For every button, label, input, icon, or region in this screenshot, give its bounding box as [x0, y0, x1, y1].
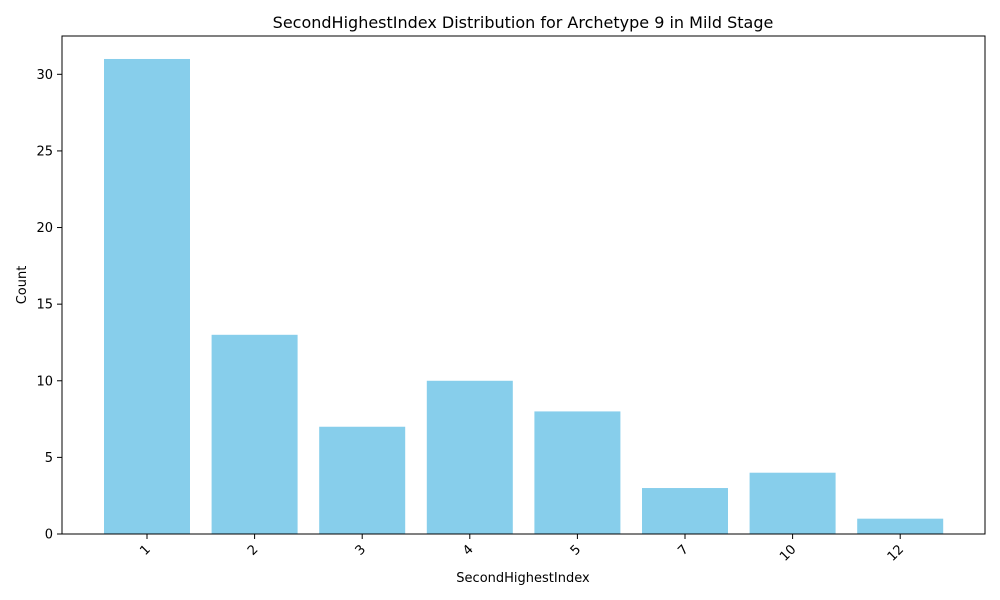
- chart-title: SecondHighestIndex Distribution for Arch…: [273, 13, 774, 32]
- y-tick-label-5: 5: [45, 451, 53, 466]
- y-tick-label-25: 25: [36, 144, 53, 159]
- bar-4: [426, 380, 513, 534]
- y-tick-label-20: 20: [36, 221, 53, 236]
- x-tick-label-4: 4: [460, 542, 476, 558]
- bar-10: [749, 472, 836, 534]
- x-tick-label-2: 2: [245, 542, 261, 558]
- y-axis-ticks: 0 5 10 15 20 25 30: [36, 68, 62, 543]
- bar-12: [857, 518, 944, 534]
- x-axis-ticks: 1 2 3 4 5 7 10 12: [137, 534, 907, 565]
- x-tick-label-3: 3: [353, 542, 369, 558]
- bar-7: [642, 488, 728, 534]
- bar-2: [211, 334, 298, 534]
- y-axis-label: Count: [15, 266, 30, 305]
- x-tick-label-5: 5: [568, 542, 584, 558]
- bar-5: [534, 411, 621, 534]
- x-axis-label: SecondHighestIndex: [456, 571, 590, 586]
- bars-group: [104, 58, 944, 534]
- y-tick-label-0: 0: [45, 528, 53, 543]
- plot-frame: [61, 35, 986, 535]
- y-tick-label-15: 15: [36, 298, 53, 313]
- bar-3: [319, 426, 406, 534]
- x-tick-label-10: 10: [777, 542, 799, 564]
- y-tick-label-10: 10: [36, 374, 53, 389]
- bar-1: [104, 58, 190, 534]
- x-tick-label-7: 7: [675, 542, 691, 558]
- x-tick-label-12: 12: [885, 542, 907, 564]
- x-tick-label-1: 1: [137, 542, 153, 558]
- y-tick-label-30: 30: [36, 68, 53, 83]
